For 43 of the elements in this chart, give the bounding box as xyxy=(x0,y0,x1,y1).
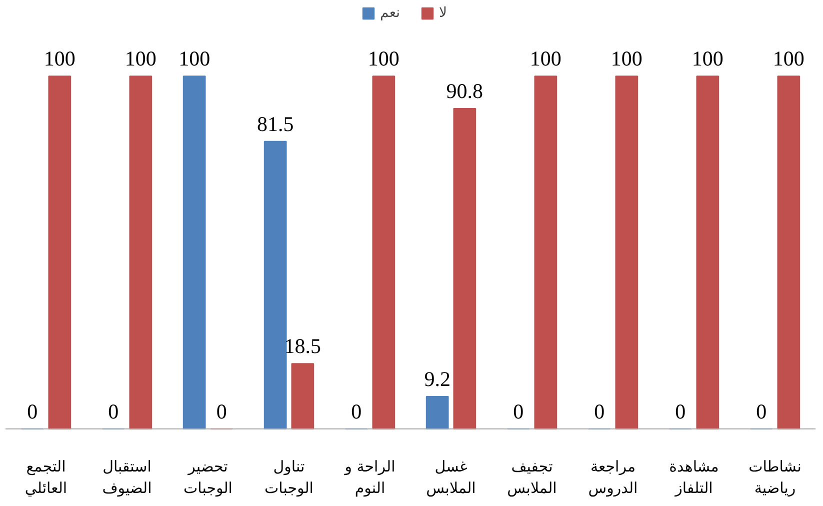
legend-label: نعم xyxy=(380,5,400,21)
legend-label: لا xyxy=(439,5,448,21)
x-tick-label: الراحة و النوم xyxy=(344,458,396,498)
data-label: 0 xyxy=(27,399,38,424)
bar xyxy=(615,76,638,430)
data-label: 0 xyxy=(216,399,227,424)
data-label: 0 xyxy=(108,399,119,424)
data-label: 0 xyxy=(351,399,362,424)
x-tick-label: غسل الملابس xyxy=(426,458,476,498)
bar xyxy=(182,76,206,430)
bar xyxy=(129,76,152,430)
bar xyxy=(291,363,314,430)
data-label: 81.5 xyxy=(256,112,294,136)
bar xyxy=(453,108,476,430)
x-tick-label: نشاطات رياضية xyxy=(748,458,802,498)
data-label: 100 xyxy=(368,46,400,70)
data-label: 0 xyxy=(594,399,605,424)
data-label: 100 xyxy=(530,46,562,70)
bar xyxy=(777,76,800,430)
data-label: 100 xyxy=(772,46,804,70)
data-label: 100 xyxy=(610,46,642,70)
data-label: 0 xyxy=(756,399,767,424)
data-label: 100 xyxy=(124,46,156,70)
data-label: 100 xyxy=(178,46,210,70)
x-tick-label: مشاهدة التلفاز xyxy=(669,458,719,498)
bar xyxy=(696,76,720,430)
data-label: 0 xyxy=(513,399,524,424)
data-label: 90.8 xyxy=(446,78,484,103)
data-label: 100 xyxy=(692,46,724,70)
data-label: 100 xyxy=(44,46,76,70)
x-tick-label: تجفيف الملابس xyxy=(507,458,557,498)
data-label: 0 xyxy=(675,399,686,424)
bar xyxy=(426,396,449,430)
bar xyxy=(534,76,558,430)
x-tick-label: تحضير الوجبات xyxy=(184,458,232,498)
bar xyxy=(264,140,287,430)
x-tick-label: استقبال الضيوف xyxy=(102,458,152,498)
x-tick-label: مراجعة الدروس xyxy=(588,458,638,498)
data-label: 9.2 xyxy=(424,366,450,391)
bar xyxy=(372,76,396,430)
bar xyxy=(48,76,72,430)
x-tick-label: تناول الوجبات xyxy=(264,458,314,498)
x-tick-label: التجمع العائلي xyxy=(24,458,68,498)
